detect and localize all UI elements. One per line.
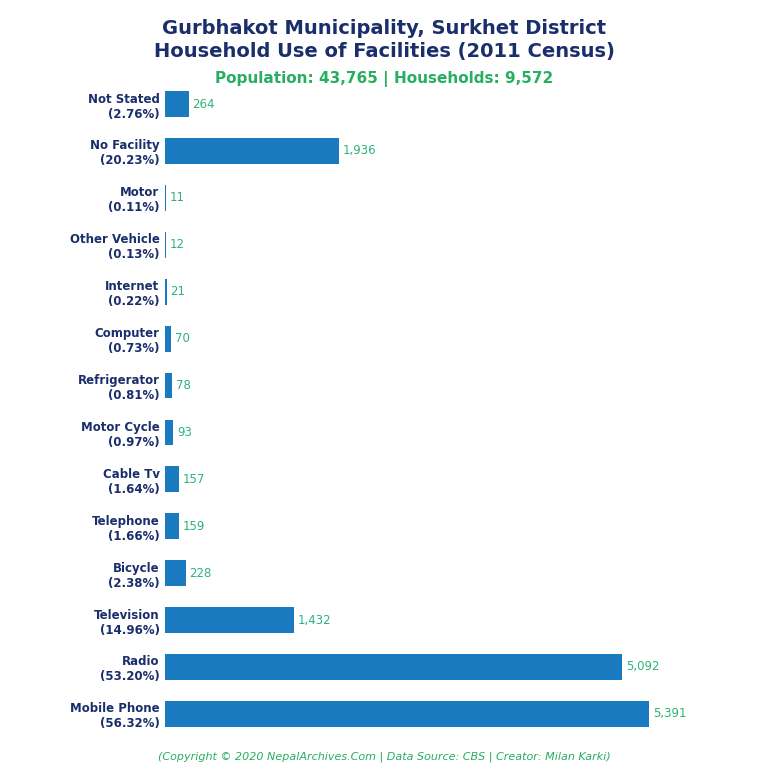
Bar bbox=[165, 513, 180, 539]
Text: 12: 12 bbox=[170, 238, 185, 251]
Bar bbox=[165, 326, 171, 352]
Text: 93: 93 bbox=[177, 426, 192, 439]
Text: Household Use of Facilities (2011 Census): Household Use of Facilities (2011 Census… bbox=[154, 42, 614, 61]
Bar bbox=[165, 466, 179, 492]
Text: 1,432: 1,432 bbox=[297, 614, 331, 627]
Bar bbox=[165, 279, 167, 305]
Bar bbox=[165, 419, 174, 445]
Text: 5,391: 5,391 bbox=[653, 707, 687, 720]
Bar bbox=[165, 560, 186, 586]
Text: 264: 264 bbox=[193, 98, 215, 111]
Text: 157: 157 bbox=[183, 473, 205, 486]
Text: 70: 70 bbox=[175, 332, 190, 345]
Text: 11: 11 bbox=[170, 191, 184, 204]
Bar bbox=[165, 185, 166, 210]
Text: 159: 159 bbox=[183, 520, 205, 533]
Text: 228: 228 bbox=[189, 567, 211, 580]
Text: Gurbhakot Municipality, Surkhet District: Gurbhakot Municipality, Surkhet District bbox=[162, 19, 606, 38]
Bar bbox=[165, 701, 649, 727]
Bar bbox=[165, 91, 189, 117]
Bar bbox=[165, 138, 339, 164]
Text: 21: 21 bbox=[170, 285, 186, 298]
Text: 5,092: 5,092 bbox=[626, 660, 660, 674]
Text: (Copyright © 2020 NepalArchives.Com | Data Source: CBS | Creator: Milan Karki): (Copyright © 2020 NepalArchives.Com | Da… bbox=[157, 751, 611, 762]
Bar bbox=[165, 654, 622, 680]
Bar bbox=[165, 607, 293, 633]
Bar bbox=[165, 232, 166, 258]
Bar bbox=[165, 372, 172, 399]
Text: Population: 43,765 | Households: 9,572: Population: 43,765 | Households: 9,572 bbox=[215, 71, 553, 88]
Text: 1,936: 1,936 bbox=[343, 144, 376, 157]
Text: 78: 78 bbox=[176, 379, 190, 392]
